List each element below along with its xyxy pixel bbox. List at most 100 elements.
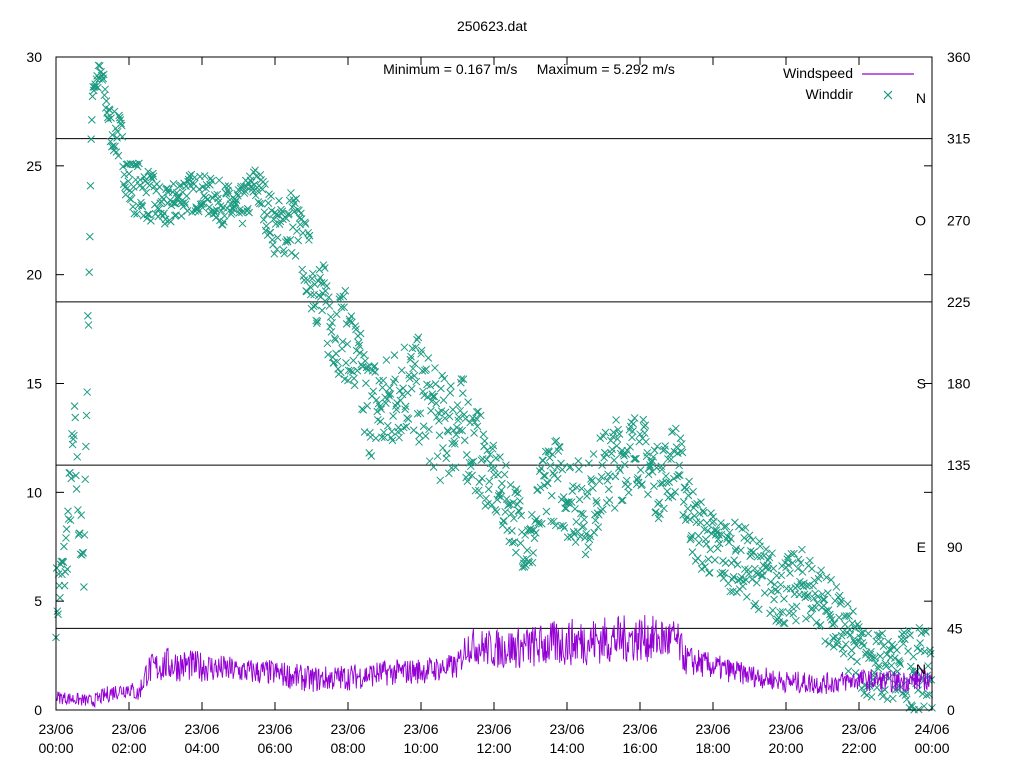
- winddir-point-stroke: [219, 203, 228, 212]
- winddir-point-stroke: [642, 437, 650, 446]
- winddir-point-stroke: [860, 689, 869, 698]
- right-tick-label: 45: [947, 620, 963, 636]
- winddir-point: [410, 371, 419, 380]
- winddir-point: [585, 459, 593, 468]
- winddir-point: [458, 389, 467, 398]
- winddir-point: [794, 564, 802, 573]
- winddir-point-stroke: [304, 228, 313, 237]
- winddir-point: [210, 207, 218, 215]
- winddir-point-stroke: [85, 268, 94, 277]
- winddir-point: [382, 356, 391, 364]
- winddir-point-stroke: [497, 486, 506, 495]
- winddir-point-stroke: [675, 471, 684, 480]
- winddir-point-stroke: [913, 644, 922, 653]
- winddir-point: [433, 413, 441, 421]
- winddir-point: [571, 538, 580, 547]
- winddir-point-stroke: [406, 355, 415, 364]
- winddir-point: [494, 492, 503, 500]
- winddir-point: [595, 477, 604, 486]
- left-tick-label: 10: [26, 484, 42, 500]
- winddir-point-stroke: [792, 616, 800, 625]
- winddir-point-stroke: [155, 205, 163, 213]
- winddir-point: [255, 199, 264, 208]
- winddir-point: [490, 464, 499, 473]
- winddir-point: [671, 424, 680, 433]
- winddir-point-stroke: [212, 213, 220, 222]
- winddir-point-stroke: [878, 629, 887, 638]
- winddir-point: [251, 191, 260, 200]
- winddir-point-stroke: [531, 517, 539, 526]
- winddir-point: [646, 461, 654, 469]
- winddir-point-stroke: [541, 447, 550, 456]
- winddir-point: [63, 565, 72, 574]
- winddir-point-stroke: [419, 422, 428, 431]
- winddir-point: [238, 219, 247, 228]
- winddir-point-stroke: [855, 623, 863, 631]
- winddir-point-stroke: [829, 634, 837, 642]
- winddir-point-stroke: [214, 198, 223, 206]
- winddir-point: [679, 498, 688, 506]
- winddir-point: [305, 231, 314, 240]
- winddir-point: [224, 182, 233, 190]
- winddir-point-stroke: [726, 587, 735, 596]
- winddir-point-stroke: [899, 639, 908, 648]
- winddir-point-stroke: [320, 264, 329, 272]
- winddir-point-stroke: [916, 639, 924, 647]
- winddir-point: [295, 214, 304, 222]
- winddir-point-stroke: [682, 485, 691, 494]
- winddir-point: [895, 658, 904, 667]
- winddir-point-stroke: [532, 515, 541, 523]
- winddir-point-stroke: [441, 408, 450, 417]
- winddir-point: [815, 571, 824, 580]
- winddir-point: [590, 528, 599, 537]
- winddir-point: [245, 208, 253, 217]
- winddir-point-stroke: [313, 317, 322, 326]
- winddir-point: [830, 619, 839, 628]
- winddir-point: [675, 471, 684, 480]
- winddir-point-stroke: [598, 461, 607, 469]
- winddir-point: [725, 538, 733, 547]
- winddir-point: [821, 637, 830, 646]
- winddir-point-stroke: [559, 493, 568, 501]
- winddir-point-stroke: [717, 519, 725, 527]
- winddir-point: [612, 442, 621, 450]
- winddir-point-stroke: [445, 469, 453, 478]
- winddir-point-stroke: [645, 463, 654, 472]
- winddir-point: [324, 350, 332, 359]
- winddir-point-stroke: [822, 573, 831, 582]
- winddir-point: [433, 452, 442, 461]
- winddir-point: [906, 662, 915, 671]
- winddir-point-stroke: [292, 194, 301, 203]
- winddir-point: [60, 542, 68, 551]
- winddir-point-stroke: [864, 629, 873, 638]
- winddir-point: [868, 654, 877, 662]
- winddir-point-stroke: [614, 425, 622, 434]
- winddir-point: [802, 581, 811, 590]
- winddir-point-stroke: [514, 489, 522, 498]
- compass-label: E: [917, 539, 926, 555]
- winddir-point: [252, 172, 261, 181]
- winddir-point: [592, 496, 601, 505]
- winddir-point: [722, 522, 731, 531]
- x-tick-date-label: 23/06: [403, 721, 438, 737]
- winddir-point-stroke: [735, 522, 743, 531]
- winddir-point: [833, 637, 842, 646]
- x-axis: 23/0600:0023/0602:0023/0604:0023/0606:00…: [38, 57, 950, 756]
- winddir-point: [689, 487, 697, 496]
- winddir-point: [598, 461, 607, 469]
- winddir-point: [158, 212, 167, 220]
- winddir-point-stroke: [378, 383, 387, 392]
- winddir-point-stroke: [593, 499, 601, 507]
- winddir-point-stroke: [589, 450, 598, 458]
- winddir-point: [804, 591, 812, 599]
- winddir-point: [504, 500, 513, 509]
- winddir-point-stroke: [295, 206, 303, 215]
- winddir-point-stroke: [183, 207, 192, 215]
- winddir-point: [64, 515, 73, 523]
- winddir-point: [828, 620, 837, 629]
- right-tick-label: 270: [947, 212, 971, 228]
- x-tick-date-label: 23/06: [695, 721, 730, 737]
- winddir-point-stroke: [713, 528, 721, 537]
- winddir-point: [99, 70, 108, 79]
- winddir-point: [881, 659, 890, 668]
